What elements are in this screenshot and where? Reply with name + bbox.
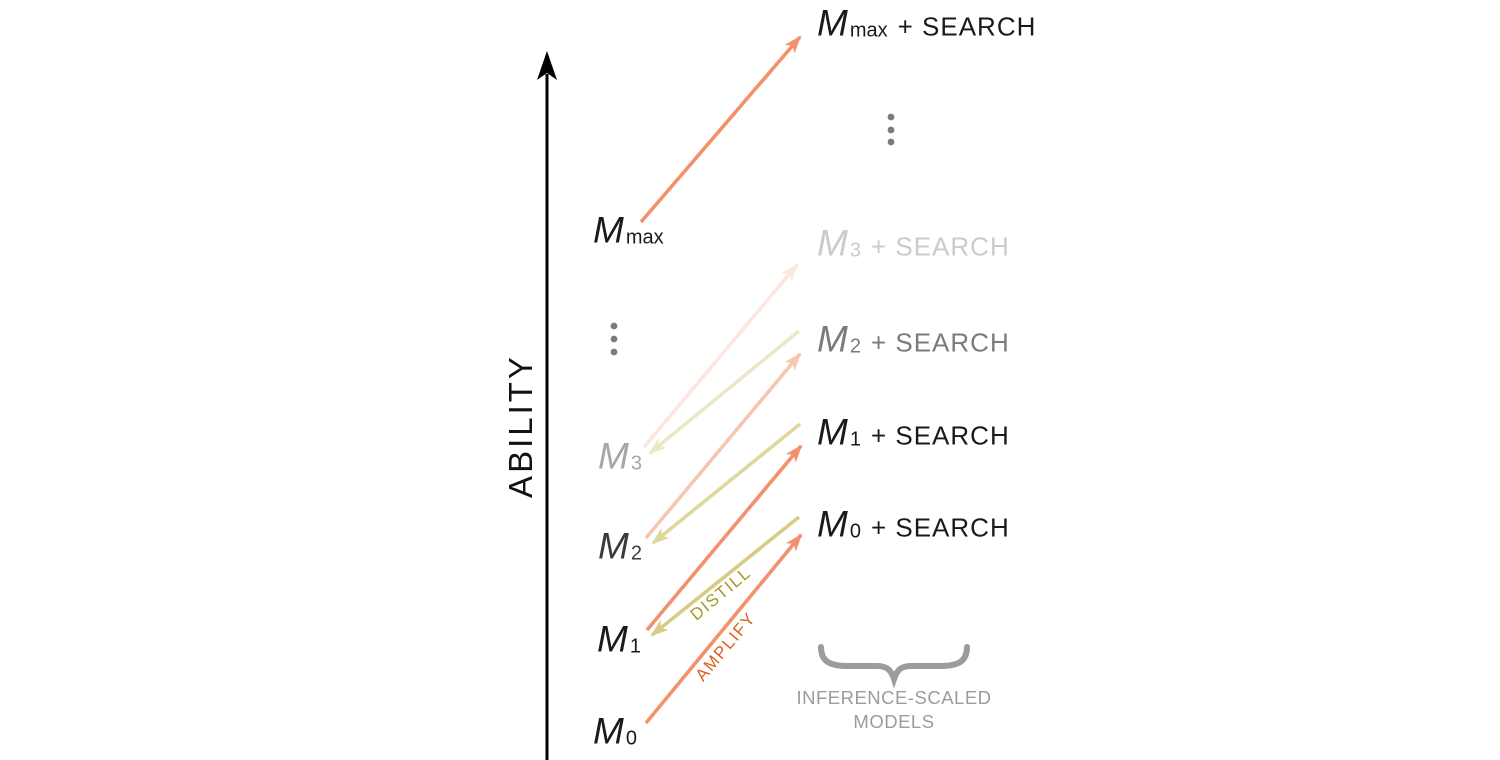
distill-arrow-m1-icon [650,515,801,637]
model-subscript: 1 [629,635,641,658]
ellipsis-left-icon [610,322,618,356]
model-subscript: 2 [849,335,861,358]
amplify-arrow-mmax-icon [639,35,802,224]
model-letter: M [817,2,848,44]
model-letter: M [817,222,848,264]
search-suffix: + SEARCH [870,512,1010,543]
amplify-arrow-m0-icon [644,533,803,725]
brace-caption-line2: MODELS [853,711,935,732]
distill-arrow-m2-icon [651,422,802,545]
scaled-model-label-m1: M 1 + SEARCH [817,414,1010,451]
model-subscript: 0 [625,727,637,750]
model-subscript: 2 [630,542,642,565]
model-subscript: max [625,226,664,249]
ability-axis-label: ABILITY [502,354,539,498]
search-suffix: + SEARCH [870,420,1010,451]
brace-icon [818,644,970,689]
scaled-model-label-m2: M 2 + SEARCH [817,321,1010,358]
ability-axis-arrowhead-icon [537,51,557,80]
model-letter: M [597,618,628,660]
model-letter: M [598,525,629,567]
distill-arrow-m3-icon [648,329,801,455]
model-letter: M [817,503,848,545]
ellipsis-right-icon [887,113,895,146]
scaled-model-label-m0: M 0 + SEARCH [817,506,1010,543]
search-suffix: + SEARCH [870,231,1010,262]
search-suffix: + SEARCH [897,11,1037,42]
model-letter: M [817,411,848,453]
amplify-arrow-m2-icon [644,352,802,540]
model-subscript: 0 [849,520,861,543]
brace-caption: INFERENCE-SCALED MODELS [744,686,1044,734]
amplify-arrow-m1-icon [645,444,803,632]
scaled-model-label-m3: M 3 + SEARCH [817,225,1010,262]
model-subscript: max [849,19,888,42]
brace-caption-line1: INFERENCE-SCALED [796,687,992,708]
search-suffix: + SEARCH [870,327,1010,358]
model-letter: M [598,435,629,477]
model-subscript: 1 [849,428,861,451]
model-letter: M [593,209,624,251]
model-subscript: 3 [849,239,861,262]
amplify-arrow-m3-icon [642,263,799,449]
model-letter: M [817,318,848,360]
model-subscript: 3 [630,452,642,475]
model-letter: M [593,710,624,752]
